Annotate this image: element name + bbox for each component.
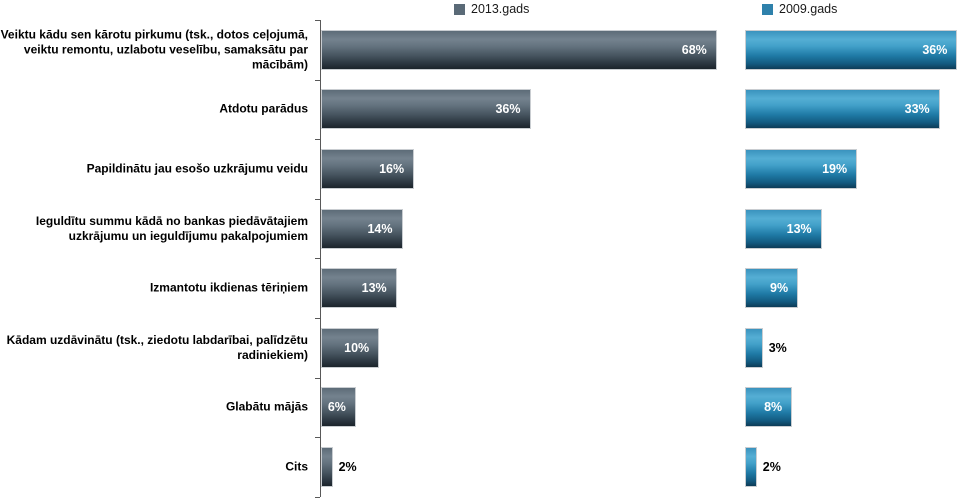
category-label: Glabātu mājās: [225, 399, 308, 414]
bar-value-label: 33%: [904, 102, 930, 117]
chart-row: Ieguldītu summu kādā no bankas piedāvāta…: [0, 199, 968, 259]
bar-value-label: 16%: [379, 161, 405, 176]
chart-row: Izmantotu ikdienas tēriņiem 13% 9%: [0, 258, 968, 318]
chart-row: Veiktu kādu sen kārotu pirkumu (tsk., do…: [0, 20, 968, 80]
axis-tick: [315, 20, 320, 21]
bar-value-label: 2%: [338, 459, 357, 474]
bar-2013: 36%: [321, 89, 531, 130]
category-label: Atdotu parādus: [219, 101, 308, 116]
bar-2009: 36%: [745, 29, 958, 70]
bar-value-label: 6%: [327, 400, 346, 415]
bar-2009: 2%: [745, 446, 781, 487]
axis-tick: [315, 79, 320, 81]
axis-tick: [315, 377, 320, 379]
bar-value-label: 8%: [764, 400, 783, 415]
legend-label-2013: 2013.gads: [471, 2, 530, 16]
bar-2013: 2%: [321, 446, 357, 487]
bar-2013: 16%: [321, 148, 415, 189]
axis-tick: [315, 139, 320, 141]
chart-row: Atdotu parādus 36% 33%: [0, 80, 968, 140]
bar-value-label: 13%: [361, 281, 387, 296]
bar-2013: 68%: [321, 29, 717, 70]
bar-2013: 10%: [321, 327, 380, 368]
bar-2009: 3%: [745, 327, 787, 368]
axis-tick: [315, 258, 320, 260]
bar-value-label: 68%: [681, 42, 707, 57]
bar-value-label: 13%: [786, 221, 812, 236]
category-label: Veiktu kādu sen kārotu pirkumu (tsk., do…: [0, 27, 308, 72]
category-label: Ieguldītu summu kādā no bankas piedāvāta…: [35, 213, 308, 243]
bar-value-label: 9%: [770, 281, 789, 296]
bar-2013: 13%: [321, 268, 397, 309]
chart-row: Papildinātu jau esošo uzkrājumu veidu 16…: [0, 139, 968, 199]
category-label: Papildinātu jau esošo uzkrājumu veidu: [86, 161, 308, 176]
bar-value-label: 19%: [822, 161, 848, 176]
bar-2009: 9%: [745, 268, 799, 309]
category-label: Kādam uzdāvinātu (tsk., ziedotu labdarīb…: [6, 332, 308, 362]
chart-row: Glabātu mājās 6% 8%: [0, 378, 968, 438]
bar-chart: Veiktu kādu sen kārotu pirkumu (tsk., do…: [0, 20, 968, 497]
axis-tick: [315, 437, 320, 439]
legend-label-2009: 2009.gads: [779, 2, 838, 16]
bar-2013: 6%: [321, 387, 356, 428]
axis-tick: [315, 198, 320, 200]
bar-value-label: 3%: [768, 340, 787, 355]
axis-tick: [315, 496, 320, 498]
chart-row: Kādam uzdāvinātu (tsk., ziedotu labdarīb…: [0, 318, 968, 378]
y-axis-line: [320, 20, 321, 497]
bar-2009: 33%: [745, 89, 940, 130]
legend-swatch-2013-icon: [454, 3, 465, 15]
bar-value-label: 14%: [367, 221, 393, 236]
bar-value-label: 2%: [762, 459, 781, 474]
bar-2009: 19%: [745, 148, 858, 189]
category-label: Izmantotu ikdienas tēriņiem: [149, 280, 308, 295]
legend-swatch-2009-icon: [762, 3, 773, 15]
bar-value-label: 36%: [495, 102, 521, 117]
bar-2013: 14%: [321, 208, 403, 249]
bar-2009: 13%: [745, 208, 822, 249]
bar-value-label: 10%: [344, 340, 370, 355]
chart-row: Cits 2% 2%: [0, 437, 968, 497]
legend-item-2009: 2009.gads: [762, 2, 837, 16]
bar-value-label: 36%: [922, 42, 948, 57]
bar-2009: 8%: [745, 387, 793, 428]
axis-tick: [315, 318, 320, 319]
legend-item-2013: 2013.gads: [454, 2, 529, 16]
category-label: Cits: [285, 459, 308, 474]
